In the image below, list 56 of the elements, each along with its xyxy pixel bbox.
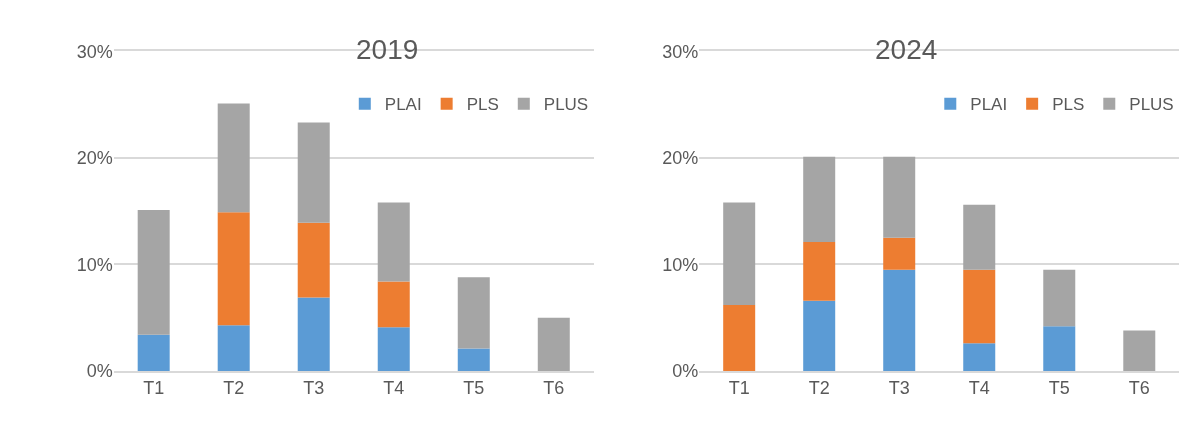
y-tick-label: 10% (662, 254, 699, 275)
bar (297, 297, 330, 371)
bar (537, 317, 570, 371)
x-tick-label: T2 (808, 378, 830, 399)
legend-label: PLS (466, 95, 499, 115)
x-tick-label: T4 (968, 378, 990, 399)
bar (723, 304, 756, 371)
bar (803, 242, 836, 301)
bar (963, 204, 996, 270)
bar (803, 156, 836, 243)
bar (963, 269, 996, 344)
x-tick-label: T1 (143, 378, 165, 399)
bar (297, 222, 330, 298)
x-tick-label: T6 (543, 378, 565, 399)
bar (217, 103, 250, 213)
bar (137, 210, 170, 335)
y-tick-label: 0% (86, 361, 113, 382)
x-tick-label: T3 (888, 378, 910, 399)
x-tick-label: T6 (1128, 378, 1150, 399)
bar (803, 300, 836, 371)
y-tick-label: 30% (76, 41, 113, 62)
y-tick-label: 20% (662, 148, 699, 169)
y-tick-label: 30% (662, 41, 699, 62)
x-tick-label: T5 (463, 378, 485, 399)
x-tick-label: T1 (728, 378, 750, 399)
legend-label: PLUS (1129, 95, 1174, 115)
chart-title: 2024 (875, 34, 938, 65)
bar (457, 277, 490, 349)
bar (883, 269, 916, 371)
x-tick-label: T5 (1048, 378, 1070, 399)
bar (217, 212, 250, 326)
chart-title: 2019 (356, 34, 419, 65)
bar (217, 325, 250, 371)
bar (1043, 269, 1076, 327)
bar (883, 237, 916, 270)
x-tick-label: T2 (223, 378, 245, 399)
legend-label: PLS (1052, 95, 1085, 115)
y-tick-label: 20% (76, 148, 113, 169)
bar (723, 202, 756, 305)
bar (1123, 330, 1156, 371)
bar (1043, 326, 1076, 371)
bar (457, 348, 490, 371)
bar (883, 156, 916, 238)
bar (963, 343, 996, 371)
bar (297, 122, 330, 223)
y-tick-label: 10% (76, 254, 113, 275)
x-tick-label: T3 (303, 378, 325, 399)
bar (377, 202, 410, 282)
bar (377, 281, 410, 328)
bar (377, 327, 410, 371)
legend-label: PLAI (384, 95, 422, 115)
bar (137, 334, 170, 371)
legend-label: PLAI (970, 95, 1008, 115)
x-tick-label: T4 (383, 378, 405, 399)
y-tick-label: 0% (672, 361, 699, 382)
legend-label: PLUS (543, 95, 589, 115)
